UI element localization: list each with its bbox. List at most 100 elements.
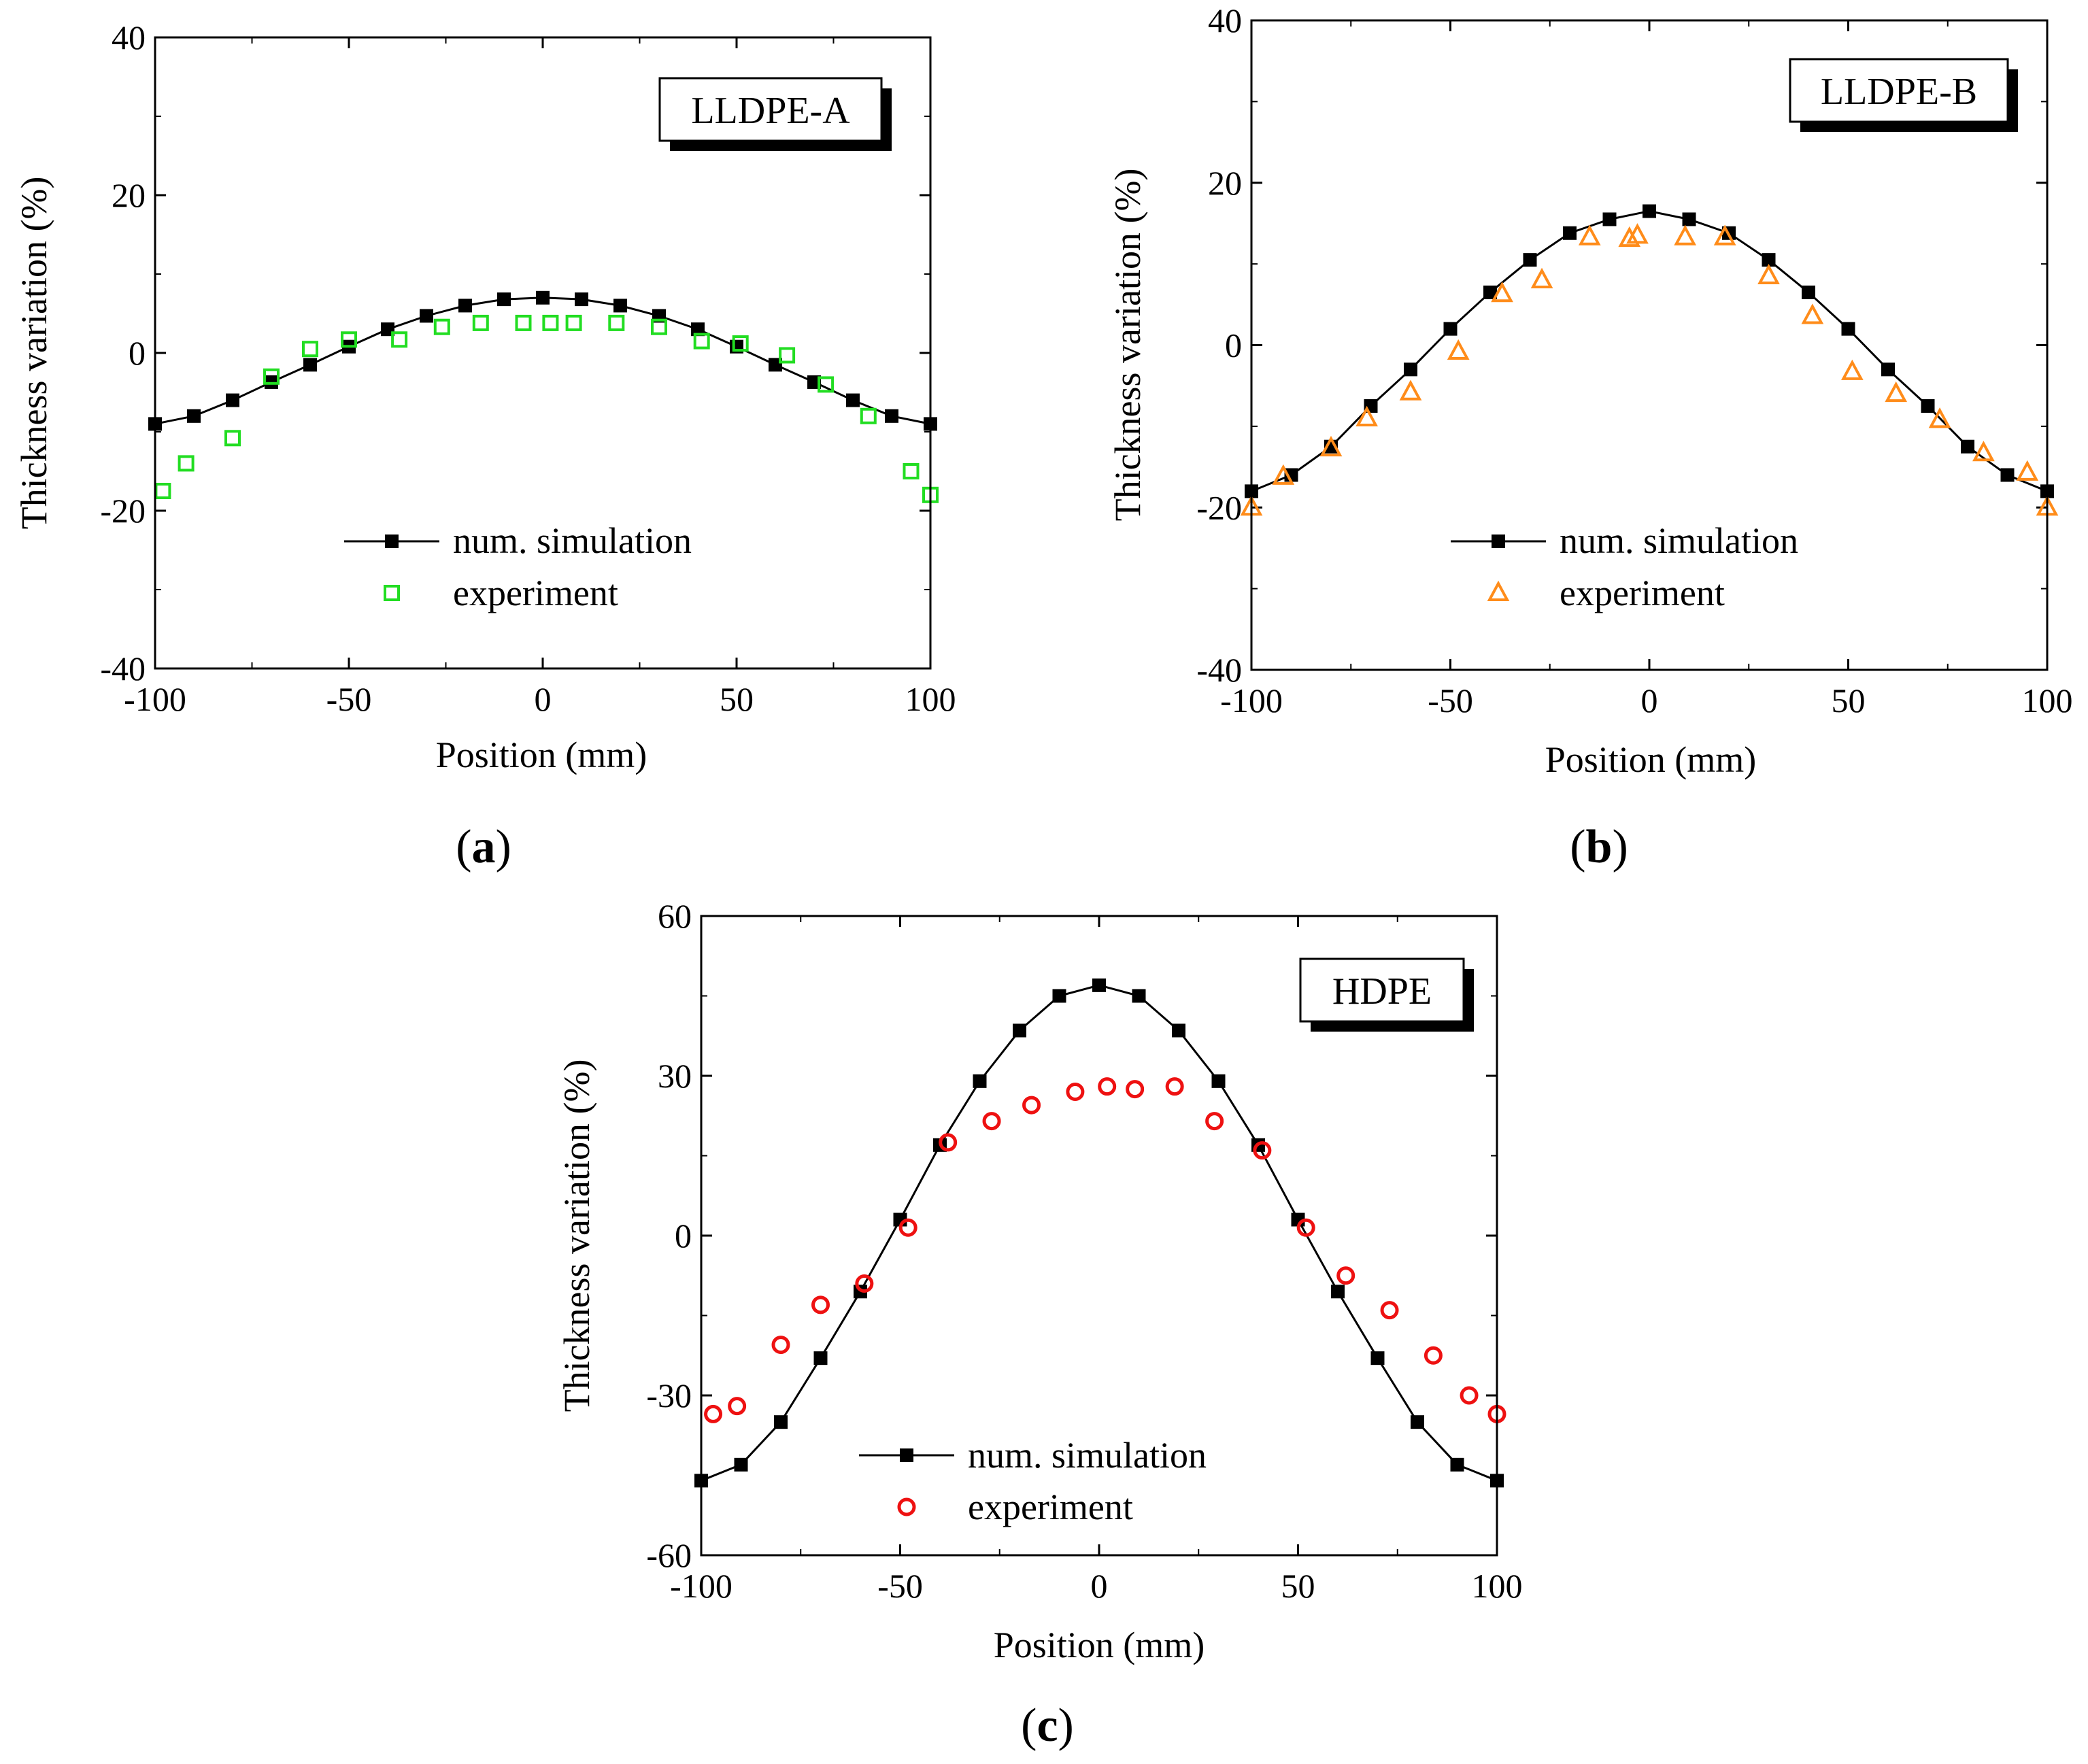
panel-a-sim-point-2 xyxy=(226,393,239,407)
panel-b-sim-point-6 xyxy=(1483,285,1497,299)
panel-c-exp-point-3 xyxy=(811,1295,830,1314)
panel-c-ytick-label-1: -30 xyxy=(646,1376,692,1414)
panel-b-exp-point-6 xyxy=(1491,282,1513,303)
panel-b-sim-point-1 xyxy=(1284,468,1298,482)
panel-c-title: HDPE xyxy=(1332,970,1432,1013)
panel-b-exp-point-7 xyxy=(1530,267,1553,288)
panel-b-exp-point-12 xyxy=(1713,224,1736,245)
panel-a-sim-point-10 xyxy=(536,290,550,305)
panel-a-sim-point-6 xyxy=(381,322,394,337)
panel-c-caption: (c) xyxy=(1021,1699,1074,1752)
panel-c-sim-point-17 xyxy=(1370,1351,1385,1366)
panel-c-xtick-label-1: -50 xyxy=(877,1567,923,1605)
panel-b-caption-letter: b xyxy=(1586,821,1613,873)
panel-c-exp-point-12 xyxy=(1165,1077,1184,1096)
panel-b-exp-point-5 xyxy=(1447,339,1470,360)
panel-c-legend-sim-label: num. simulation xyxy=(968,1435,1207,1476)
panel-c-legend: num. simulation experiment xyxy=(859,1435,1207,1527)
panel-b-xtick-label-2: 0 xyxy=(1641,681,1658,719)
panel-b-ytick-label-0: -40 xyxy=(1196,651,1242,689)
panel-b-ytick-label-1: -20 xyxy=(1196,488,1242,526)
panel-a-ytick-label-1: -20 xyxy=(100,492,146,530)
panel-a-exp-point-7 xyxy=(433,318,450,335)
panel-c-ytick-label-4: 60 xyxy=(658,897,692,935)
panel-b-xtick-label-1: -50 xyxy=(1428,681,1473,719)
panel-c-sim-point-7 xyxy=(973,1074,987,1088)
panel-a-xtick-label-3: 50 xyxy=(720,680,754,718)
panel-c-title-box: HDPE xyxy=(1299,957,1474,1032)
panel-c-axes-frame xyxy=(700,915,1498,1557)
panel-b-exp-point-2 xyxy=(1319,435,1343,457)
panel-a-exp-point-14 xyxy=(693,333,710,350)
panel-a-sim-point-19 xyxy=(885,409,898,423)
panel-a-axes-frame xyxy=(154,36,932,670)
panel-b-sim-point-16 xyxy=(1881,362,1895,377)
panel-b-legend: num. simulation experiment xyxy=(1451,520,1798,613)
panel-c-sim-point-18 xyxy=(1411,1415,1424,1429)
panel-a-exp-point-8 xyxy=(472,314,489,331)
panel-c-exp-point-10 xyxy=(1098,1077,1117,1096)
panel-b-sim-point-15 xyxy=(1841,322,1855,336)
panel-c-sim-point-13 xyxy=(1211,1074,1226,1088)
panel-b-legend-sim-marker xyxy=(1492,535,1505,548)
panel-c-legend-exp-label: experiment xyxy=(968,1487,1133,1527)
panel-a-sim-point-14 xyxy=(691,322,705,337)
panel-a-ytick-label-4: 40 xyxy=(112,18,146,56)
panel-a-sim-point-4 xyxy=(303,358,317,372)
panel-c-exp-point-4 xyxy=(855,1274,874,1293)
panel-b-caption: (b) xyxy=(1570,821,1628,873)
panel-a-exp-point-11 xyxy=(565,314,582,331)
panel-c-sim-point-2 xyxy=(774,1415,788,1429)
panel-c-exp-point-19 xyxy=(1460,1386,1479,1405)
panel-b-exp-point-14 xyxy=(1801,303,1824,324)
panel-c-ytick-label-0: -60 xyxy=(646,1536,692,1574)
panel-c-legend-sim-marker xyxy=(900,1448,913,1462)
panel-b-sim-point-5 xyxy=(1443,322,1458,336)
panel-a-xtick-label-4: 100 xyxy=(905,680,956,718)
panel-c-sim-point-19 xyxy=(1450,1457,1464,1472)
panel-a-plot-elements: -100 -50 0 50 100 -40 -20 0 20 40 xyxy=(100,18,956,718)
panel-a-exp-point-15 xyxy=(732,335,749,352)
panel-a-exp-point-13 xyxy=(651,318,667,335)
panel-c-xtick-label-3: 50 xyxy=(1281,1567,1315,1605)
panel-b-exp-point-16 xyxy=(1885,381,1908,403)
panel-c-exp-point-6 xyxy=(939,1133,958,1152)
panel-c-ylabel: Thickness variation (%) xyxy=(556,1059,597,1412)
panel-b-exp-point-4 xyxy=(1399,379,1422,401)
panel-b-exp-point-15 xyxy=(1840,359,1864,380)
panel-b-exp-point-17 xyxy=(1928,407,1951,428)
panel-a-sim-point-12 xyxy=(613,299,627,313)
panel-c-exp-point-13 xyxy=(1205,1112,1224,1131)
panel-c-caption-letter: c xyxy=(1037,1699,1058,1752)
panel-a-exp-point-5 xyxy=(341,331,357,348)
panel-a-sim-point-1 xyxy=(187,409,201,423)
panel-a-exp-point-12 xyxy=(608,314,625,331)
panel-b-legend-exp-label: experiment xyxy=(1560,573,1725,613)
panel-b-sim-point-13 xyxy=(1762,253,1776,267)
panel-c-exp-point-5 xyxy=(898,1218,917,1237)
panel-a-exp-point-6 xyxy=(391,331,408,348)
panel-a-caption: (a) xyxy=(456,821,511,873)
panel-b-ytick-label-2: 0 xyxy=(1225,326,1242,364)
panel-b-title: LLDPE-B xyxy=(1821,71,1977,113)
panel-a-xtick-label-0: -100 xyxy=(124,680,186,718)
panel-a-sim-point-11 xyxy=(575,292,588,307)
panel-c-exp-point-7 xyxy=(982,1112,1001,1131)
panel-b-sim-point-9 xyxy=(1602,212,1617,226)
panel-c-xtick-label-2: 0 xyxy=(1091,1567,1108,1605)
panel-a-sim-point-9 xyxy=(497,292,511,307)
panel-c-exp-point-0 xyxy=(704,1404,723,1423)
panel-a-xlabel: Position (mm) xyxy=(436,734,647,775)
panel-b-plot-elements: -100 -50 0 50 100 -40 -20 0 20 40 xyxy=(1196,1,2072,719)
panel-c-ytick-label-3: 30 xyxy=(658,1057,692,1095)
panel-b-exp-point-3 xyxy=(1355,405,1379,426)
panel-a: -100 -50 0 50 100 -40 -20 0 20 40 LLDPE-A num. si… xyxy=(14,18,956,873)
panel-a-sim-point-17 xyxy=(807,375,821,389)
panel-c-exp-point-16 xyxy=(1336,1266,1355,1285)
panel-b-sim-point-10 xyxy=(1643,204,1656,218)
panel-b: -100 -50 0 50 100 -40 -20 0 20 40 LLDPE-B num. si… xyxy=(1107,1,2073,873)
panel-b-sim-point-4 xyxy=(1404,362,1417,377)
panel-c-exp-point-9 xyxy=(1066,1083,1085,1101)
panel-a-ytick-label-2: 0 xyxy=(129,334,146,372)
panel-a-exp-point-9 xyxy=(515,314,532,331)
